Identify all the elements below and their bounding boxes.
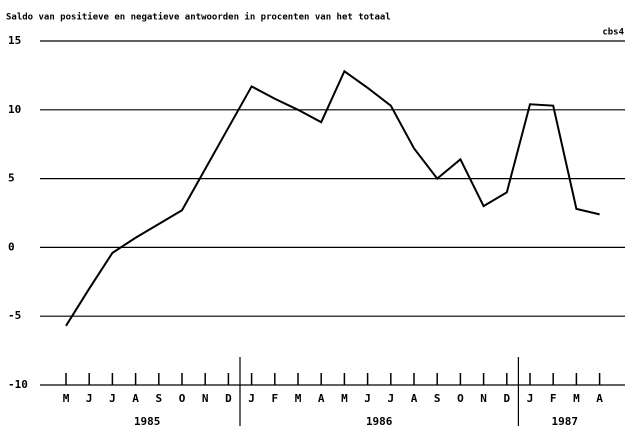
y-tick-label: 10 xyxy=(8,103,21,116)
data-line xyxy=(65,69,600,327)
x-tick-label: A xyxy=(411,392,418,405)
x-tick-label: M xyxy=(341,392,348,405)
year-label: 1987 xyxy=(552,415,579,426)
x-tick-label: F xyxy=(550,392,557,405)
x-tick-label: A xyxy=(318,392,325,405)
year-label: 1985 xyxy=(134,415,161,426)
x-tick-label: O xyxy=(179,392,186,405)
x-tick-label: M xyxy=(573,392,580,405)
x-tick-label: A xyxy=(132,392,139,405)
y-tick-label: -5 xyxy=(8,309,21,322)
y-tick-label: 0 xyxy=(8,240,15,253)
y-tick-label: 15 xyxy=(8,34,21,47)
source-label: cbs4 xyxy=(602,28,624,38)
x-tick-label: M xyxy=(63,392,70,405)
y-tick-label: -10 xyxy=(8,378,28,391)
x-tick-label: J xyxy=(86,392,93,405)
x-tick-label: J xyxy=(109,392,116,405)
x-tick-label: D xyxy=(225,392,232,405)
x-tick-label: F xyxy=(271,392,278,405)
x-tick-label: N xyxy=(202,392,209,405)
year-label: 1986 xyxy=(366,415,393,426)
x-tick-label: N xyxy=(480,392,487,405)
x-tick-label: A xyxy=(596,392,603,405)
x-tick-label: D xyxy=(503,392,510,405)
x-tick-label: J xyxy=(527,392,534,405)
x-tick-label: M xyxy=(295,392,302,405)
y-tick-label: 5 xyxy=(8,172,15,185)
x-tick-label: J xyxy=(248,392,255,405)
x-tick-label: J xyxy=(364,392,371,405)
x-tick-label: S xyxy=(155,392,162,405)
x-tick-label: S xyxy=(434,392,441,405)
x-tick-label: O xyxy=(457,392,464,405)
x-tick-label: J xyxy=(387,392,394,405)
chart-title: Saldo van positieve en negatieve antwoor… xyxy=(6,12,391,23)
